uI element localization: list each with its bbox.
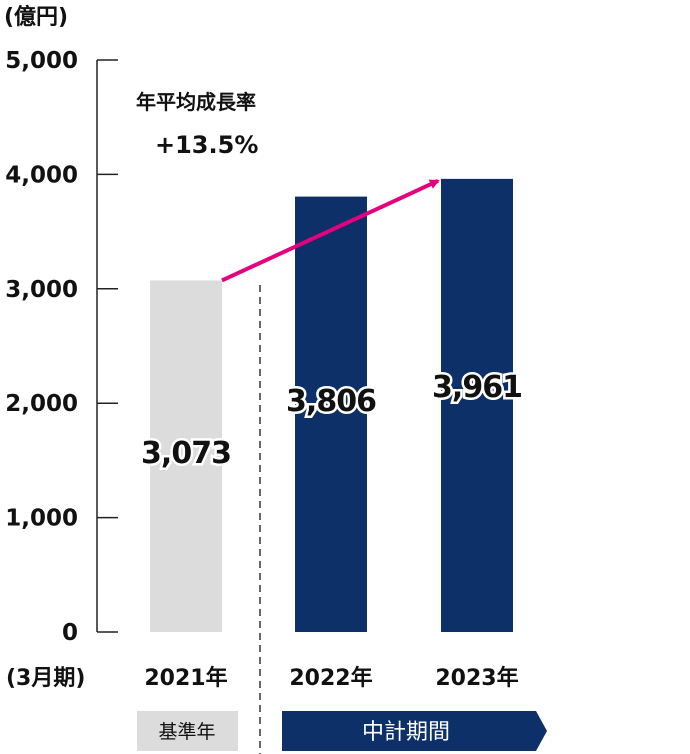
y-tick-label: 0 xyxy=(62,620,78,646)
x-category-label: 2021年 xyxy=(144,665,227,691)
x-category-label: 2023年 xyxy=(435,665,518,691)
y-unit-label: (億円) xyxy=(4,4,68,30)
growth-arrow xyxy=(221,179,440,283)
y-tick-label: 1,000 xyxy=(5,506,78,532)
bar-2021年 xyxy=(150,280,222,632)
bar-2022年 xyxy=(295,196,367,632)
base-year-tag-label: 基準年 xyxy=(158,721,215,743)
x-unit-label: (3月期) xyxy=(6,666,85,691)
bars: 3,073 2021年 3,806 2022年 3,961 2023年 xyxy=(139,178,525,691)
base-year-tag xyxy=(137,711,238,751)
y-ticks: 0 1,000 2,000 3,000 4,000 5,000 xyxy=(5,48,118,646)
y-tick-label: 3,000 xyxy=(5,277,78,303)
cagr-value: +13.5% xyxy=(155,131,258,159)
plan-period-tag-label: 中計期間 xyxy=(362,720,450,745)
bar-value-label: 3,073 xyxy=(141,436,231,471)
y-tick-label: 5,000 xyxy=(5,48,78,74)
bar-value-label: 3,961 xyxy=(432,370,522,405)
y-tick-label: 2,000 xyxy=(5,391,78,417)
x-category-label: 2022年 xyxy=(289,665,372,691)
y-tick-label: 4,000 xyxy=(5,162,78,188)
bar-value-label: 3,806 xyxy=(286,384,376,419)
cagr-label: 年平均成長率 xyxy=(136,90,256,114)
bar-2023年 xyxy=(441,178,513,632)
plan-period-tag xyxy=(282,711,547,751)
